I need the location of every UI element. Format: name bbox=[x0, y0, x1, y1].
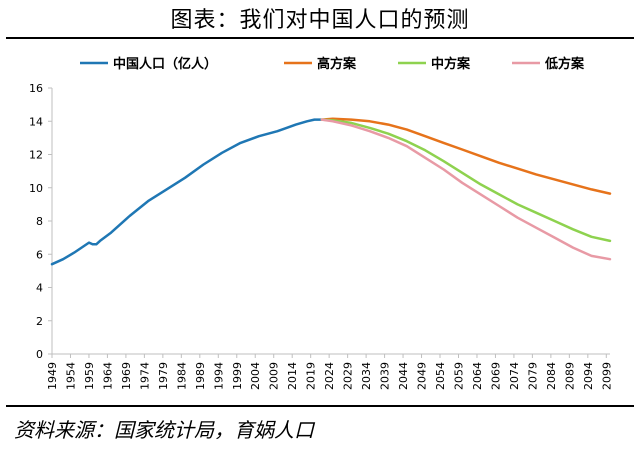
x-tick-label: 1964 bbox=[101, 362, 114, 390]
x-tick-label: 2034 bbox=[360, 362, 373, 390]
y-tick-label: 2 bbox=[36, 315, 43, 328]
x-tick-label: 2059 bbox=[452, 362, 465, 390]
y-tick-label: 8 bbox=[36, 215, 43, 228]
legend: 中国人口（亿人） 高方案 中方案 低方案 bbox=[80, 56, 585, 72]
y-tick-label: 6 bbox=[36, 248, 43, 261]
population-chart: 中国人口（亿人） 高方案 中方案 低方案 0 2 4 6 8 10 12 14 16 1949 1954 1… bbox=[29, 56, 613, 390]
x-tick-label: 2084 bbox=[545, 362, 558, 390]
x-tick-label: 2019 bbox=[305, 362, 318, 390]
series-line-2 bbox=[320, 118, 612, 243]
x-tick-label: 1969 bbox=[120, 362, 133, 390]
x-tick-label: 1989 bbox=[194, 362, 207, 390]
x-tick-label: 2074 bbox=[508, 362, 521, 390]
x-tick-label: 2009 bbox=[268, 362, 281, 390]
x-tick-label: 2054 bbox=[434, 362, 447, 390]
y-tick-label: 0 bbox=[36, 348, 43, 361]
x-tick-label: 2099 bbox=[600, 362, 613, 390]
series-line-3 bbox=[320, 118, 612, 261]
x-tick-label: 1979 bbox=[157, 362, 170, 390]
x-tick-label: 1999 bbox=[231, 362, 244, 390]
source-divider bbox=[6, 405, 634, 407]
chart-title: 图表：我们对中国人口的预测 bbox=[170, 8, 470, 33]
y-tick-label: 16 bbox=[29, 82, 43, 95]
y-tick-label: 10 bbox=[29, 182, 43, 195]
x-tick-label: 2064 bbox=[471, 362, 484, 390]
x-tick-label: 2039 bbox=[379, 362, 392, 390]
x-tick-label: 1984 bbox=[175, 362, 188, 390]
x-tick-label: 2079 bbox=[526, 362, 539, 390]
x-tick-label: 2089 bbox=[563, 362, 576, 390]
x-tick-label: 2049 bbox=[416, 362, 429, 390]
x-tick-label: 1974 bbox=[138, 362, 151, 390]
legend-label-0: 中国人口（亿人） bbox=[113, 56, 217, 72]
x-tick-label: 2004 bbox=[249, 362, 262, 390]
y-tick-label: 4 bbox=[36, 282, 43, 295]
x-tick-label: 2014 bbox=[286, 362, 299, 390]
source-note: 资料来源：国家统计局，育娲人口 bbox=[14, 418, 314, 442]
legend-label-3: 低方案 bbox=[544, 56, 585, 72]
y-tick-label: 14 bbox=[29, 115, 43, 128]
x-tick-label: 2094 bbox=[582, 362, 595, 390]
x-tick-label: 1994 bbox=[212, 362, 225, 390]
x-tick-label: 2069 bbox=[489, 362, 502, 390]
x-tick-label: 2044 bbox=[397, 362, 410, 390]
series-line-0 bbox=[50, 118, 324, 266]
legend-label-1: 高方案 bbox=[317, 56, 357, 72]
x-tick-label: 2029 bbox=[342, 362, 355, 390]
x-tick-label: 1949 bbox=[46, 362, 59, 390]
series-lines bbox=[50, 117, 612, 266]
legend-label-2: 中方案 bbox=[431, 56, 471, 72]
series-line-1 bbox=[320, 117, 612, 195]
x-tick-label: 1959 bbox=[83, 362, 96, 390]
x-tick-label: 1954 bbox=[64, 362, 77, 390]
title-divider bbox=[6, 37, 634, 39]
x-tick-label: 2024 bbox=[323, 362, 336, 390]
y-tick-label: 12 bbox=[29, 149, 43, 162]
axes: 0 2 4 6 8 10 12 14 16 1949 1954 1959 1964 1969 1974 197… bbox=[29, 82, 613, 390]
